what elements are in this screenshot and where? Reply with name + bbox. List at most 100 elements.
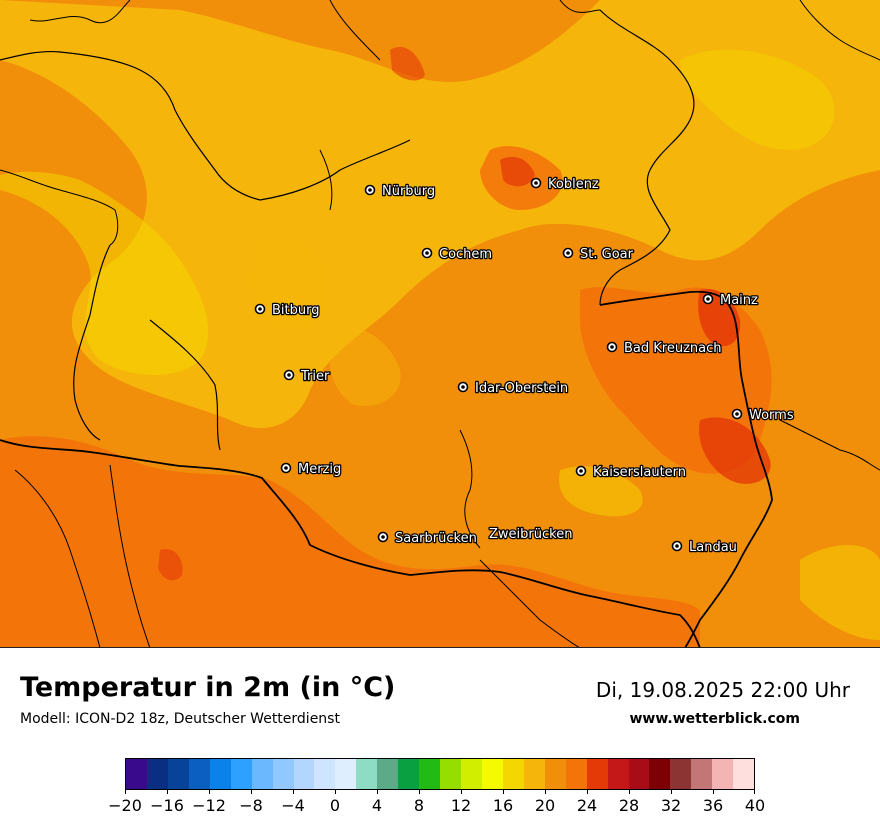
color-scale-cell [565,759,587,789]
city-marker-core [579,469,583,473]
city-saarbr-cken[interactable]: Saarbrücken [377,530,478,547]
city-marker-core [610,345,614,349]
color-scale-cell [544,759,566,789]
color-scale-cell [272,759,294,789]
color-scale-cell [607,759,629,789]
tick-label: −16 [150,796,184,815]
tick-label: 16 [492,796,514,815]
city-label: Merzig [298,462,341,477]
city-st-goar[interactable]: St. Goar [562,246,635,263]
color-scale-cell [523,759,545,789]
color-scale-cell [188,759,210,789]
city-label: Saarbrücken [395,531,477,546]
city-marker-core [425,251,429,255]
city-label: Trier [300,369,330,384]
city-mainz[interactable]: Mainz [702,292,759,309]
temperature-map[interactable]: Nürburg Koblenz Cochem St. Goar Mainz Bitburg… [0,0,880,648]
tick-label: 32 [660,796,682,815]
city-label: Idar-Oberstein [475,381,568,396]
color-scale-cell [670,759,692,789]
color-scale-cell [440,759,461,789]
color-scale-ticks: −20 −16 −12 −8 −4 0 4 8 12 16 20 24 28 32 36 40 [108,790,765,820]
city-cochem[interactable]: Cochem [421,246,493,263]
tick-label: 12 [450,796,472,815]
city-marker-core [534,181,538,185]
tick-mark [587,790,588,794]
color-scale-cell [712,759,734,789]
city-label: Worms [749,408,794,423]
color-scale-cell [377,759,399,789]
city-marker-core [566,251,570,255]
city-merzig[interactable]: Merzig [280,461,343,478]
tick-label: 36 [702,796,724,815]
city-trier[interactable]: Trier [283,368,331,385]
color-scale-cell [335,759,357,789]
city-marker-core [368,188,372,192]
tick-mark [503,790,504,794]
tick-mark [629,790,630,794]
city-label: Landau [689,540,737,555]
color-scale-cell [481,759,503,789]
city-koblenz[interactable]: Koblenz [530,176,600,193]
tick-label: 4 [371,796,383,815]
color-scale-cell [356,759,378,789]
color-scale-cell [230,759,252,789]
temperature-field [0,0,880,647]
color-scale-cell [167,759,189,789]
tick-label: 40 [744,796,766,815]
city-label: Kaiserslautern [593,465,686,480]
city-label: Zweibrücken [489,527,572,542]
tick-label: −8 [239,796,263,815]
color-scale-cell [314,759,336,789]
city-marker-core [706,297,710,301]
tick-mark [293,790,294,794]
color-scale-cell [733,759,755,789]
color-scale-cell [126,759,147,789]
color-scale-bar [125,758,755,790]
city-marker-core [735,412,739,416]
color-scale-cell [586,759,608,789]
tick-label: −20 [108,796,142,815]
city-zweibr-cken[interactable]: Zweibrücken [488,526,574,544]
tick-mark [461,790,462,794]
city-label: Bad Kreuznach [624,341,722,356]
color-scale-cell [502,759,524,789]
tick-mark [545,790,546,794]
tick-label: −12 [192,796,226,815]
city-kaiserslautern[interactable]: Kaiserslautern [575,464,687,481]
color-scale-cell [649,759,671,789]
city-label: Koblenz [548,177,599,192]
tick-label: 8 [413,796,425,815]
model-source: Modell: ICON-D2 18z, Deutscher Wetterdie… [20,711,340,727]
color-scale-cell [398,759,420,789]
tick-label: −4 [281,796,305,815]
tick-mark [377,790,378,794]
city-marker-core [381,535,385,539]
tick-label: 0 [329,796,341,815]
color-scale-cell [251,759,273,789]
tick-label: 28 [618,796,640,815]
city-marker-core [461,385,465,389]
tick-mark [671,790,672,794]
tick-mark [167,790,168,794]
color-scale-cell [209,759,231,789]
city-bad-kreuznach[interactable]: Bad Kreuznach [606,340,723,357]
city-landau[interactable]: Landau [671,539,738,556]
city-label: Mainz [720,293,758,308]
legend-footer: Temperatur in 2m (in °C) Modell: ICON-D2… [0,648,880,830]
city-bitburg[interactable]: Bitburg [254,302,321,319]
city-worms[interactable]: Worms [731,407,795,424]
tick-label: 20 [534,796,556,815]
color-scale-cell [461,759,482,789]
city-marker-core [284,466,288,470]
tick-mark [754,790,755,794]
tick-mark [713,790,714,794]
city-marker-core [287,373,291,377]
city-n-rburg[interactable]: Nürburg [364,183,436,200]
city-label: Bitburg [272,303,320,318]
city-idar-oberstein[interactable]: Idar-Oberstein [457,380,569,397]
city-label: St. Goar [580,247,634,262]
website-link[interactable]: www.wetterblick.com [629,711,801,727]
city-marker-core [675,544,679,548]
tick-mark [125,790,126,794]
